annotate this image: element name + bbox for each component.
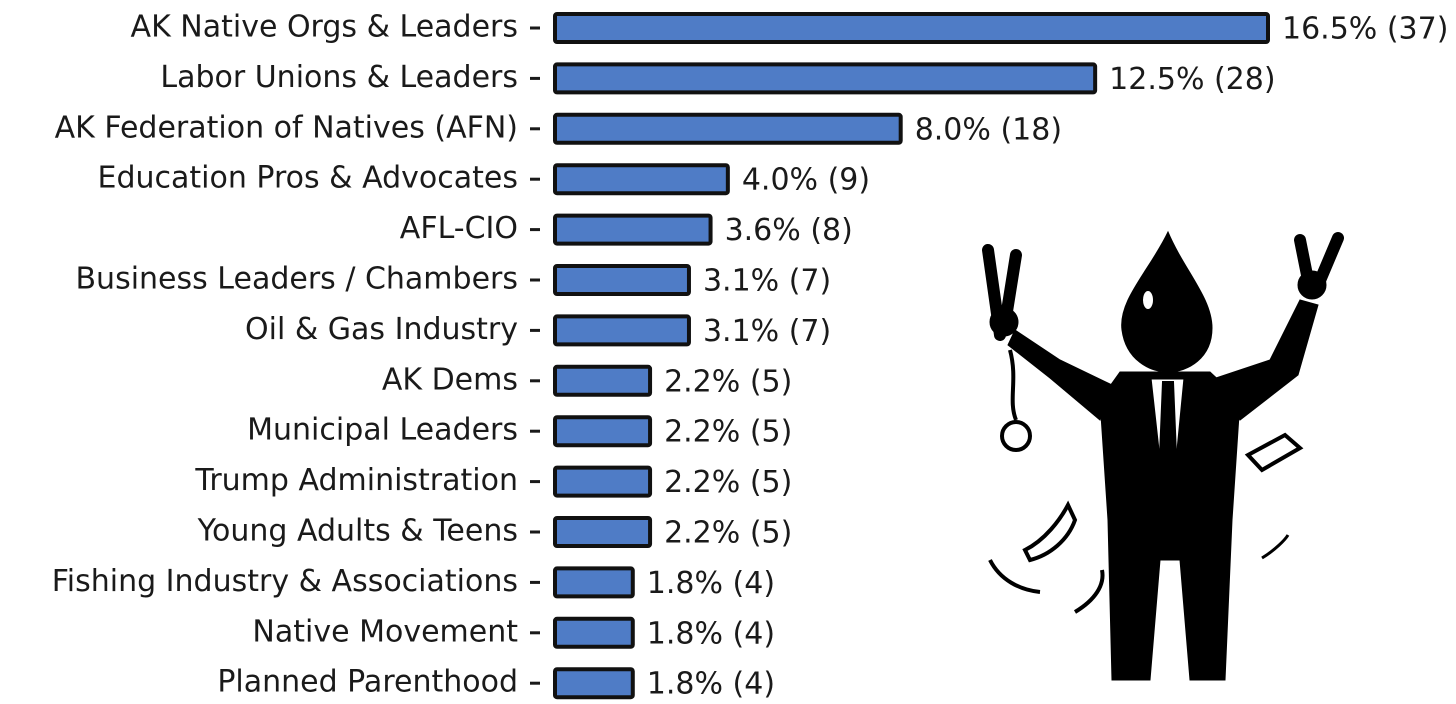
y-tick-label: Business Leaders / Chambers [75, 262, 518, 297]
y-tick-label: AK Federation of Natives (AFN) [55, 110, 518, 145]
value-label: 2.2% (5) [664, 415, 792, 450]
bar [555, 216, 711, 244]
bar [555, 619, 633, 647]
value-label: 3.1% (7) [703, 314, 831, 349]
value-label: 4.0% (9) [742, 163, 870, 198]
bar [555, 568, 633, 596]
y-tick-label: AK Dems [382, 362, 518, 397]
y-tick-label: Young Adults & Teens [197, 514, 518, 549]
chart: AK Native Orgs & Leaders 16.5% (37) Labor … [0, 0, 1456, 704]
bar [555, 669, 633, 697]
y-tick-label: Trump Administration [194, 463, 518, 498]
value-label: 3.1% (7) [703, 264, 831, 299]
bar [555, 14, 1268, 42]
value-label: 1.8% (4) [647, 566, 775, 601]
value-label: 12.5% (28) [1109, 62, 1275, 97]
bar [555, 468, 650, 496]
value-label: 3.6% (8) [725, 213, 853, 248]
value-label: 2.2% (5) [664, 516, 792, 551]
bar [555, 115, 901, 143]
bar [555, 266, 689, 294]
page: {"chart_data": {"type": "barh", "categor… [0, 0, 1456, 704]
y-tick-label: Municipal Leaders [247, 413, 518, 448]
y-tick-label: Planned Parenthood [217, 665, 518, 700]
bar [555, 64, 1095, 92]
value-label: 1.8% (4) [647, 616, 775, 651]
bar [555, 417, 650, 445]
value-label: 2.2% (5) [664, 364, 792, 399]
y-tick-label: Oil & Gas Industry [245, 312, 518, 347]
illustration [988, 232, 1338, 680]
y-tick-label: Labor Unions & Leaders [160, 60, 518, 95]
y-tick-label: AK Native Orgs & Leaders [131, 10, 518, 45]
bar [555, 367, 650, 395]
y-tick-label: AFL-CIO [400, 211, 518, 246]
y-tick-label: Native Movement [252, 614, 518, 649]
value-label: 2.2% (5) [664, 465, 792, 500]
bar [555, 165, 728, 193]
bar [555, 518, 650, 546]
y-tick-label: Education Pros & Advocates [98, 161, 518, 196]
value-label: 16.5% (37) [1282, 12, 1448, 47]
bar [555, 316, 689, 344]
value-label: 1.8% (4) [647, 667, 775, 702]
y-tick-label: Fishing Industry & Associations [52, 564, 518, 599]
value-label: 8.0% (18) [915, 112, 1062, 147]
